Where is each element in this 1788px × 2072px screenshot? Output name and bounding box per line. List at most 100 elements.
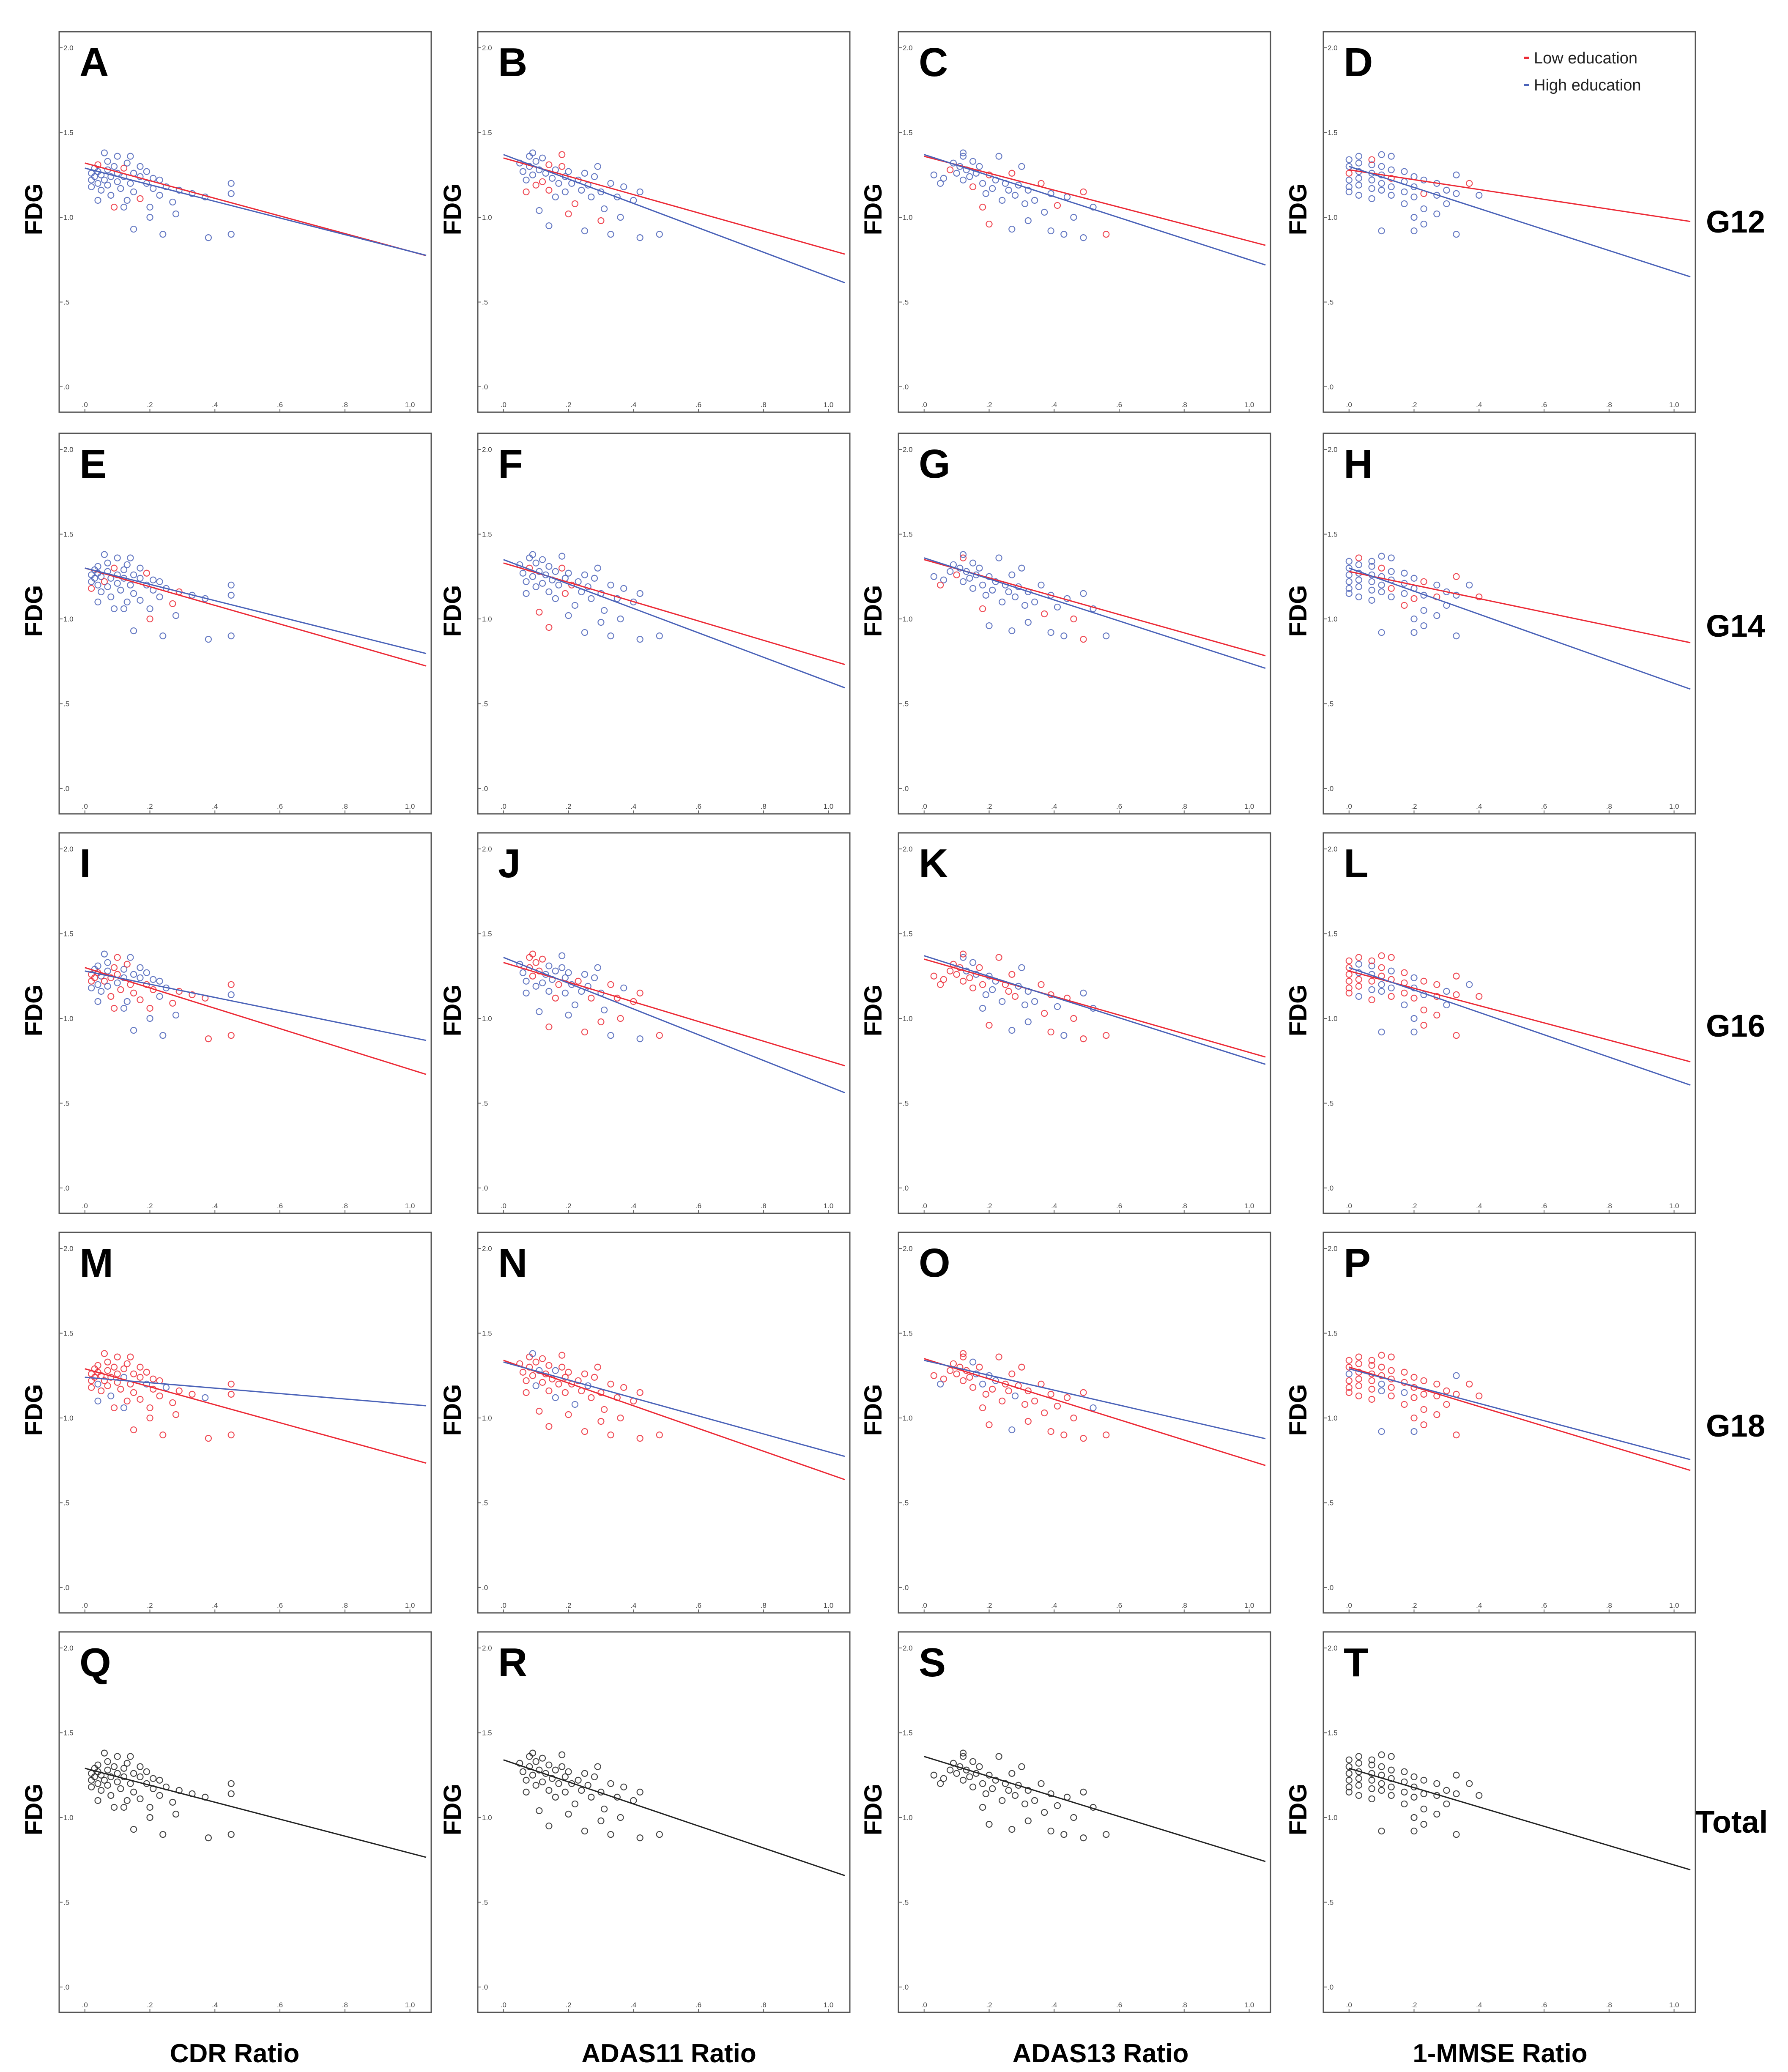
data-point <box>1060 1831 1068 1838</box>
y-axis-label: FDG <box>439 985 466 1036</box>
data-point <box>1031 598 1038 606</box>
x-tick-label: 1.0 <box>1669 1202 1679 1210</box>
data-point <box>545 1362 553 1369</box>
fit-line-low <box>924 156 1266 246</box>
data-point <box>565 1768 572 1775</box>
fit-line-low <box>1349 169 1691 222</box>
data-point <box>1047 1827 1054 1835</box>
data-point <box>581 971 589 978</box>
data-point <box>227 991 235 998</box>
data-point <box>88 1783 95 1790</box>
y-tick-label: .5 <box>63 1099 69 1107</box>
data-point <box>1054 1802 1061 1809</box>
y-tick-label: .0 <box>63 383 69 391</box>
data-point <box>1011 993 1019 1000</box>
data-point <box>940 576 947 583</box>
data-point <box>1401 1401 1408 1408</box>
data-point <box>120 1404 128 1412</box>
data-point <box>146 213 153 221</box>
data-point <box>523 1389 530 1396</box>
panel-frame <box>898 1631 1271 2013</box>
y-tick-label: 1.5 <box>482 531 492 539</box>
data-point <box>156 192 163 199</box>
data-point <box>529 1771 537 1779</box>
data-point <box>172 1011 180 1019</box>
data-point <box>1378 564 1385 572</box>
x-tick-label: .2 <box>147 1202 153 1210</box>
data-point <box>1368 1761 1375 1768</box>
data-point <box>1476 993 1483 1000</box>
data-point <box>575 1776 582 1784</box>
data-point <box>539 178 546 185</box>
y-tick-label: 2.0 <box>903 1644 913 1652</box>
panel-q: .0 .5 1.0 1.5 2.0 .0 .2 .4 .6 .8 1.0 Q FDG <box>20 1631 432 2013</box>
data-point <box>1388 568 1395 575</box>
data-point <box>1453 591 1460 599</box>
data-point <box>1410 1827 1418 1835</box>
data-point <box>600 205 608 213</box>
data-point <box>1103 632 1110 640</box>
data-point <box>110 964 118 971</box>
x-tick-label: .0 <box>501 401 507 409</box>
panel-g: .0 .5 1.0 1.5 2.0 .0 .2 .4 .6 .8 1.0 G FDG <box>860 432 1271 815</box>
data-point <box>979 1404 986 1412</box>
x-tick-label: 1.0 <box>1244 2001 1254 2009</box>
x-tick-label: .2 <box>986 1601 992 1609</box>
data-point <box>1388 1384 1395 1391</box>
data-point <box>1355 961 1362 968</box>
data-point <box>1453 1771 1460 1779</box>
y-axis-label: FDG <box>439 585 466 637</box>
data-point <box>1355 1753 1362 1760</box>
data-point <box>581 1770 589 1777</box>
data-point <box>963 568 970 575</box>
data-point <box>137 1773 144 1780</box>
data-point <box>1378 1352 1385 1359</box>
data-point <box>1368 586 1375 594</box>
data-point <box>101 977 108 985</box>
data-point <box>969 984 977 991</box>
x-tick-label: .0 <box>501 1202 507 1210</box>
data-point <box>1368 957 1375 964</box>
x-tick-label: .4 <box>1051 2001 1057 2009</box>
x-tick-label: .6 <box>695 802 701 810</box>
data-point <box>1103 1831 1110 1838</box>
data-point <box>110 1804 118 1811</box>
data-point <box>545 161 553 168</box>
x-tick-label: .0 <box>82 1601 88 1609</box>
fit-line-high <box>85 167 427 256</box>
data-point <box>1355 1360 1362 1367</box>
data-point <box>1103 1431 1110 1439</box>
data-point <box>1368 161 1375 168</box>
panel-frame <box>58 31 432 413</box>
data-point <box>959 1350 967 1357</box>
data-point <box>959 954 967 961</box>
data-point <box>159 1431 167 1439</box>
fit-line-total <box>85 1768 427 1858</box>
data-point <box>1080 1834 1087 1842</box>
data-point <box>1047 190 1054 197</box>
data-point <box>101 149 108 156</box>
x-tick-label: .2 <box>1411 401 1417 409</box>
data-point <box>930 972 937 980</box>
data-point <box>156 1392 163 1399</box>
data-point <box>1011 192 1019 199</box>
column-label-mmse: 1-MMSE Ratio <box>1413 2039 1587 2068</box>
data-point <box>1388 1783 1395 1790</box>
data-point <box>976 1363 983 1371</box>
x-tick-label: 1.0 <box>405 2001 415 2009</box>
data-point <box>539 1754 546 1762</box>
data-point <box>1047 591 1054 599</box>
data-point <box>120 1765 128 1772</box>
data-point <box>953 571 960 578</box>
data-point <box>146 203 153 211</box>
data-point <box>130 1788 137 1796</box>
data-point <box>986 220 993 228</box>
data-point <box>1031 197 1038 204</box>
data-point <box>1420 176 1427 183</box>
data-point <box>143 1768 150 1775</box>
y-tick-label: .5 <box>482 1898 488 1906</box>
data-point <box>156 578 163 585</box>
data-point <box>1401 168 1408 175</box>
data-point <box>568 581 575 588</box>
